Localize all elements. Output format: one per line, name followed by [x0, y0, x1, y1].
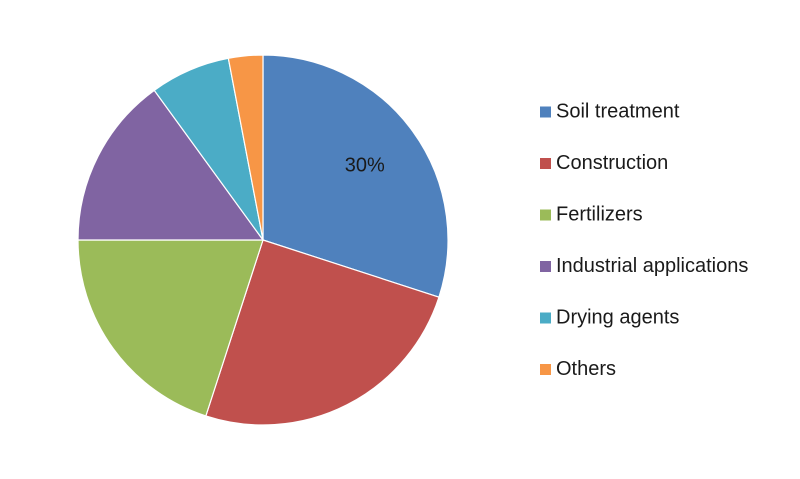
legend-label-others: Others	[556, 358, 616, 380]
legend-swatch-others	[540, 364, 551, 375]
pie-slice-industrial-applications	[77, 89, 265, 241]
legend-label-construction: Construction	[556, 152, 668, 174]
legend: Soil treatment Construction Fertilizers Ind…	[540, 100, 748, 380]
legend-label-soil-treatment: Soil treatment	[556, 100, 680, 122]
pie-data-labels: 30%	[345, 154, 385, 176]
legend-label-drying-agents: Drying agents	[556, 306, 679, 328]
legend-item-drying-agents: Drying agents	[540, 306, 679, 328]
pie-slice-others	[227, 54, 264, 241]
data-label-soil-treatment: 30%	[345, 154, 385, 176]
legend-item-fertilizers: Fertilizers	[540, 203, 643, 225]
legend-item-construction: Construction	[540, 152, 668, 174]
legend-label-fertilizers: Fertilizers	[556, 203, 643, 225]
legend-swatch-construction	[540, 158, 551, 169]
pie-slices	[77, 54, 449, 426]
legend-item-industrial-applications: Industrial applications	[540, 255, 748, 277]
pie-slice-fertilizers	[77, 239, 264, 417]
legend-swatch-soil-treatment	[540, 106, 551, 118]
legend-swatch-industrial-applications	[540, 261, 551, 272]
legend-swatch-fertilizers	[540, 209, 551, 221]
legend-item-others: Others	[540, 358, 616, 380]
legend-item-soil-treatment: Soil treatment	[540, 100, 680, 122]
pie-slice-soil-treatment	[262, 54, 449, 298]
pie-slice-construction	[205, 239, 440, 426]
legend-label-industrial-applications: Industrial applications	[556, 255, 748, 277]
legend-swatch-drying-agents	[540, 312, 551, 324]
